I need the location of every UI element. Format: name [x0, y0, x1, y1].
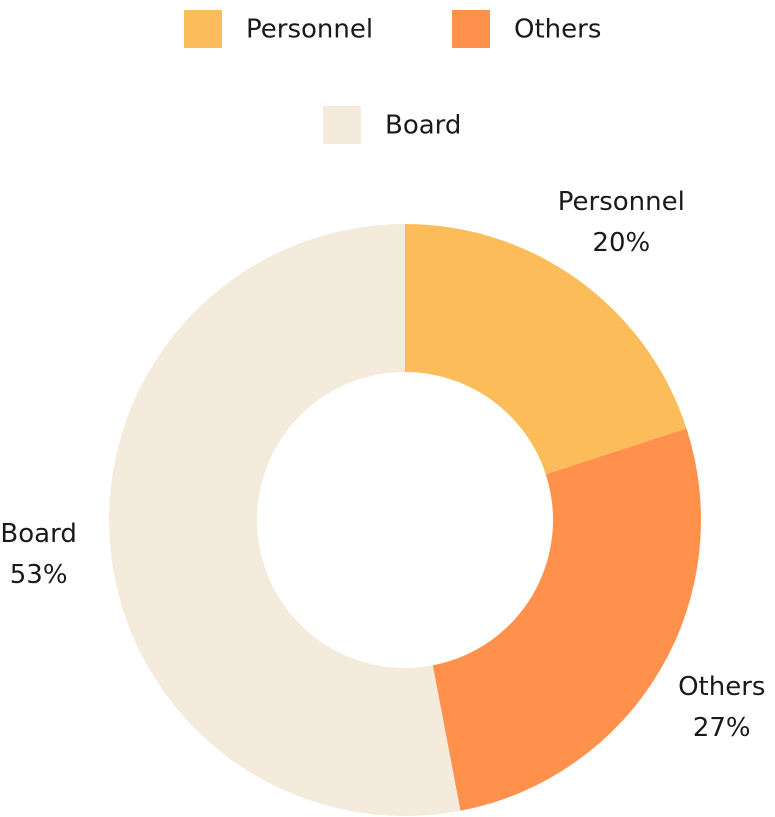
legend-label: Personnel — [246, 15, 373, 45]
slice-label: Others — [678, 672, 765, 702]
slice-value: 20% — [592, 228, 650, 258]
donut-slice — [108, 224, 461, 816]
legend-label: Board — [385, 111, 461, 141]
donut-slice — [432, 428, 701, 811]
slice-value: 27% — [693, 713, 751, 743]
slice-label: Personnel — [558, 187, 685, 217]
slice-label: Board — [0, 519, 76, 549]
legend-swatch — [184, 10, 222, 48]
legend-swatch — [323, 106, 361, 144]
legend-label: Others — [514, 15, 601, 45]
donut-slice — [405, 224, 687, 475]
legend-swatch — [452, 10, 490, 48]
slice-value: 53% — [10, 560, 68, 590]
